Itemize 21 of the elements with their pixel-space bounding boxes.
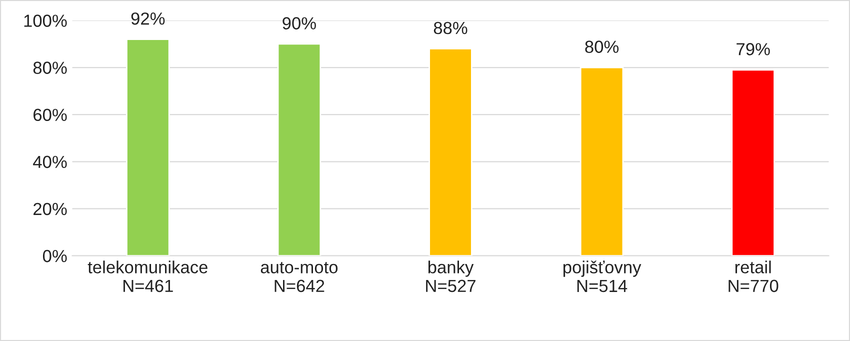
data-label: 90% [282, 17, 316, 30]
y-tick-label: 40% [33, 156, 67, 168]
bar [126, 38, 170, 256]
x-tick-label: telekomunikace N=461 [88, 260, 208, 292]
data-label: 92% [131, 12, 165, 25]
bar [277, 43, 322, 256]
bar [731, 69, 775, 256]
y-tick-label: 20% [34, 202, 67, 216]
data-label: 80% [585, 40, 619, 53]
bar [428, 48, 472, 256]
y-tick-label: 60% [34, 108, 67, 122]
x-tick-label: pojišťovny N=514 [563, 260, 642, 292]
data-label: 79% [736, 43, 770, 56]
y-tick-label: 0% [42, 250, 67, 262]
data-label: 88% [434, 22, 468, 34]
x-tick-label: retail N=770 [728, 260, 778, 292]
y-tick-label: 80% [33, 62, 67, 74]
bar [580, 66, 624, 256]
x-tick-label: auto-moto N=642 [260, 262, 338, 292]
x-tick-label: banky N=527 [426, 260, 476, 292]
y-tick-label: 100% [24, 14, 67, 27]
